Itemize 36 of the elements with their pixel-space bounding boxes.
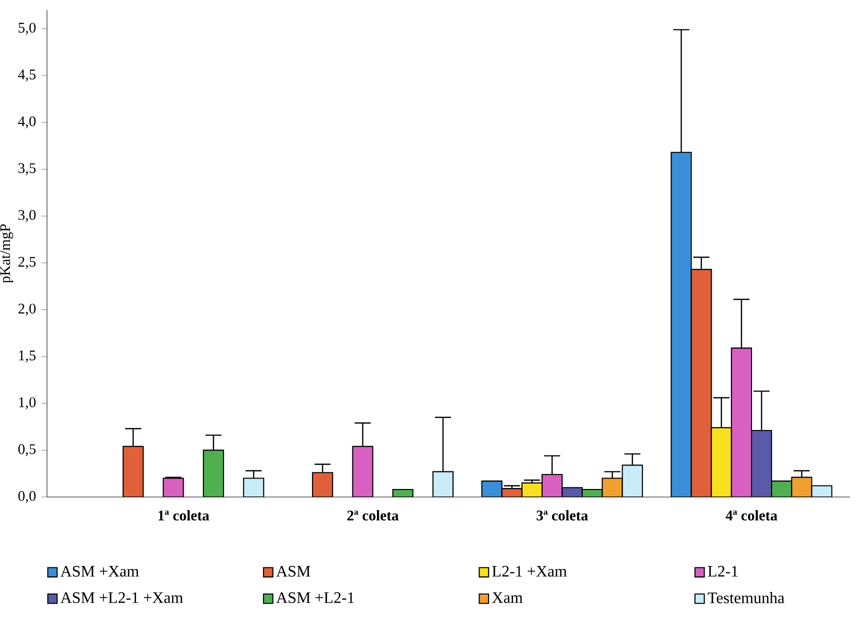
- y-tick-label: 2,5: [18, 256, 36, 269]
- bar: [432, 471, 454, 497]
- bar: [670, 152, 692, 497]
- y-tick-label: 4,5: [18, 70, 36, 82]
- x-tick-label: 1ª coleta: [158, 510, 210, 520]
- y-tick-label: 5,0: [18, 22, 36, 35]
- bar: [750, 430, 772, 497]
- legend-label: L2-1: [708, 566, 738, 576]
- bar: [202, 450, 224, 497]
- y-tick-label: 1,5: [19, 350, 36, 362]
- bar: [710, 427, 732, 497]
- y-tick-label: 3,0: [18, 210, 36, 222]
- legend-label: ASM +Xam: [60, 566, 139, 577]
- legend-label: L2-1 +Xam: [492, 566, 567, 577]
- y-tick-label: 0,5: [18, 444, 36, 456]
- legend-label: ASM: [276, 566, 310, 577]
- y-tick-label: 3,5: [18, 163, 36, 176]
- y-tick-label: 0,0: [18, 491, 36, 503]
- legend-label: Testemunha: [708, 592, 784, 604]
- bar: [542, 474, 563, 497]
- legend-label: ASM +L2-1: [276, 592, 354, 604]
- x-tick-label: 4ª coleta: [726, 510, 778, 520]
- bar: [122, 446, 144, 497]
- legend-label: Xam: [492, 592, 523, 603]
- bar: [352, 446, 374, 497]
- y-tick-label: 2,0: [18, 304, 36, 316]
- bar: [730, 348, 752, 497]
- bar: [622, 464, 643, 497]
- x-tick-label: 3ª coleta: [536, 510, 588, 520]
- y-tick-label: 4,0: [18, 116, 36, 128]
- y-tick-label: 1,0: [19, 397, 36, 410]
- bar: [312, 472, 334, 497]
- y-axis-title: pKat/mgP: [0, 224, 14, 284]
- x-tick-label: 2ª coleta: [347, 510, 399, 520]
- bar: [690, 268, 712, 497]
- legend-label: ASM +L2-1 +Xam: [60, 592, 183, 604]
